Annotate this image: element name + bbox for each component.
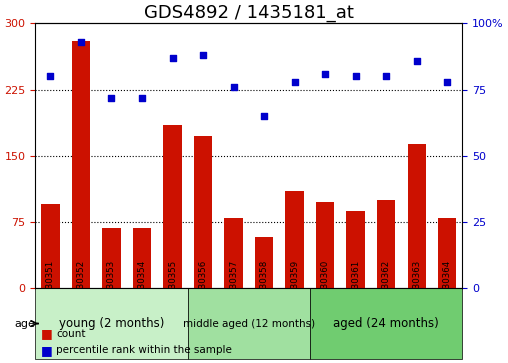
Text: GSM1230351: GSM1230351: [46, 260, 55, 318]
FancyBboxPatch shape: [66, 288, 96, 289]
Text: count: count: [56, 329, 85, 339]
Point: [199, 52, 207, 58]
FancyBboxPatch shape: [218, 288, 249, 289]
FancyBboxPatch shape: [188, 288, 310, 359]
FancyBboxPatch shape: [35, 288, 188, 359]
FancyBboxPatch shape: [35, 288, 66, 289]
Point: [138, 95, 146, 101]
Point: [230, 84, 238, 90]
Point: [382, 73, 390, 79]
FancyBboxPatch shape: [96, 288, 126, 289]
Bar: [407, 144, 426, 288]
Bar: [316, 202, 334, 288]
Text: GSM1230358: GSM1230358: [260, 260, 269, 318]
Bar: [377, 200, 395, 288]
Point: [412, 58, 421, 64]
FancyBboxPatch shape: [279, 288, 310, 289]
FancyBboxPatch shape: [249, 288, 279, 289]
Bar: [41, 204, 59, 288]
Bar: [102, 228, 120, 288]
Title: GDS4892 / 1435181_at: GDS4892 / 1435181_at: [144, 4, 354, 22]
Text: GSM1230352: GSM1230352: [76, 260, 85, 318]
Text: GSM1230353: GSM1230353: [107, 260, 116, 318]
FancyBboxPatch shape: [188, 288, 218, 289]
Text: ■: ■: [41, 327, 52, 340]
Bar: [133, 228, 151, 288]
Text: GSM1230361: GSM1230361: [351, 260, 360, 318]
Point: [352, 73, 360, 79]
FancyBboxPatch shape: [401, 288, 432, 289]
Text: GSM1230355: GSM1230355: [168, 260, 177, 318]
Text: GSM1230356: GSM1230356: [199, 260, 208, 318]
Text: GSM1230359: GSM1230359: [290, 260, 299, 318]
Point: [321, 71, 329, 77]
Text: percentile rank within the sample: percentile rank within the sample: [56, 345, 232, 355]
Text: age: age: [14, 318, 35, 329]
Text: GSM1230363: GSM1230363: [412, 260, 421, 318]
Point: [46, 73, 54, 79]
Text: GSM1230362: GSM1230362: [382, 260, 391, 318]
Text: GSM1230357: GSM1230357: [229, 260, 238, 318]
Text: GSM1230354: GSM1230354: [138, 260, 146, 318]
Bar: [255, 237, 273, 288]
Point: [107, 95, 115, 101]
FancyBboxPatch shape: [432, 288, 462, 289]
FancyBboxPatch shape: [371, 288, 401, 289]
Point: [169, 55, 177, 61]
Bar: [164, 125, 182, 288]
Text: aged (24 months): aged (24 months): [333, 317, 439, 330]
Text: middle aged (12 months): middle aged (12 months): [183, 318, 315, 329]
Point: [260, 113, 268, 119]
Bar: [346, 211, 365, 288]
FancyBboxPatch shape: [340, 288, 371, 289]
Text: GSM1230360: GSM1230360: [321, 260, 330, 318]
Text: young (2 months): young (2 months): [59, 317, 164, 330]
Bar: [72, 41, 90, 288]
Bar: [285, 191, 304, 288]
FancyBboxPatch shape: [310, 288, 462, 359]
Bar: [438, 218, 456, 288]
Point: [443, 79, 451, 85]
Point: [291, 79, 299, 85]
FancyBboxPatch shape: [157, 288, 188, 289]
Bar: [225, 218, 243, 288]
Point: [77, 39, 85, 45]
FancyBboxPatch shape: [126, 288, 157, 289]
Text: ■: ■: [41, 344, 52, 357]
Bar: [194, 136, 212, 288]
FancyBboxPatch shape: [310, 288, 340, 289]
Text: GSM1230364: GSM1230364: [443, 260, 452, 318]
